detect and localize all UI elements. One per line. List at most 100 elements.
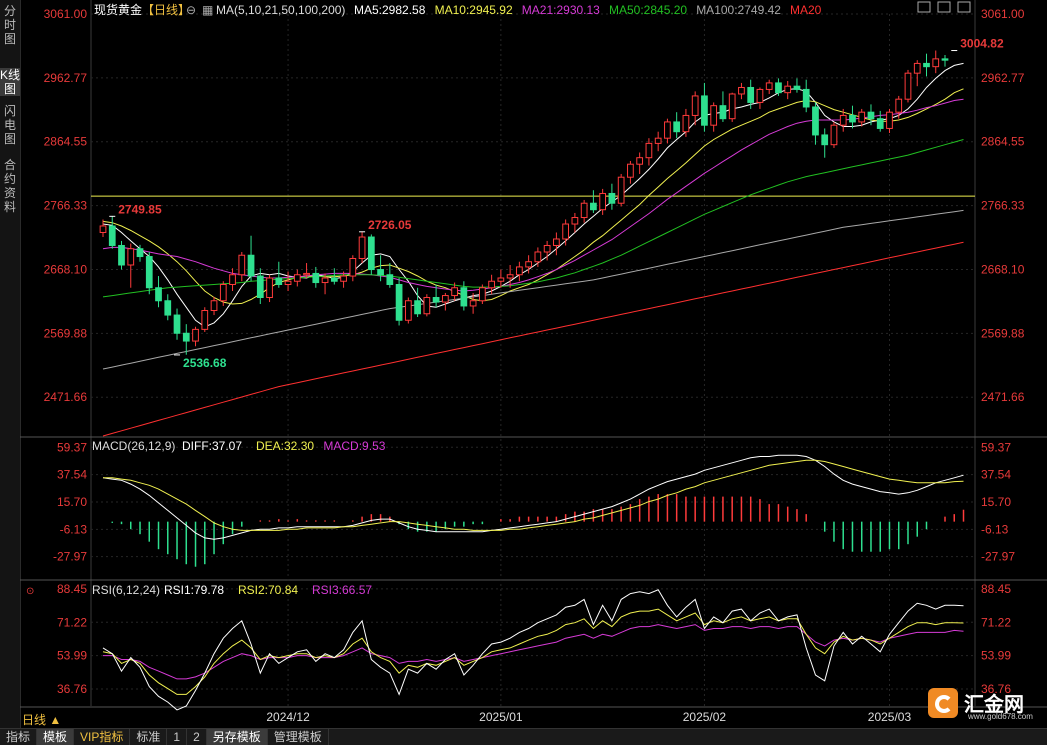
candle-body	[839, 114, 847, 126]
candle-body	[812, 106, 819, 136]
candle-body	[858, 111, 866, 123]
side-tab-3[interactable]: 合约资料	[3, 158, 16, 214]
candle-body	[516, 266, 523, 276]
annotation-label: 2749.85	[118, 202, 162, 216]
candle-body	[580, 202, 588, 219]
rsi-ytick-right: 71.22	[981, 615, 1011, 629]
main-ytick-left: 2569.88	[44, 326, 88, 340]
candle-body	[238, 254, 246, 276]
candle-body	[293, 274, 301, 282]
period-label: 【日线】	[142, 3, 190, 17]
bottom-tab-7[interactable]: 管理模板	[268, 729, 329, 745]
candle-body	[192, 328, 199, 342]
candle-body	[201, 310, 209, 330]
candle-body	[765, 82, 773, 90]
candle-body	[108, 225, 116, 246]
candle-body	[478, 287, 486, 302]
rsi3-line	[103, 624, 964, 680]
ma-value-ma50: MA50:2845.20	[609, 3, 687, 17]
candle-body	[923, 62, 930, 68]
candle-body	[247, 254, 255, 277]
candle-body	[275, 277, 283, 285]
xtick-label: 2024/12	[266, 710, 310, 724]
side-tab-0[interactable]: 分时图	[3, 4, 16, 46]
candle-body	[784, 85, 792, 94]
rsi-value-rsi1: RSI1:79.78	[164, 583, 224, 597]
bottom-tab-2[interactable]: VIP指标	[74, 729, 131, 745]
candle-body	[145, 256, 153, 289]
candle-body	[386, 274, 394, 285]
macd-ytick-left: -27.97	[53, 550, 87, 564]
ma-line-ma100	[102, 209, 964, 370]
candle-body	[127, 248, 135, 266]
candle-body	[488, 280, 495, 289]
candle-body	[497, 277, 505, 282]
rsi-ytick-left: 71.22	[57, 615, 87, 629]
logo-name: 汇金网	[964, 694, 1024, 716]
candle-body	[441, 295, 449, 303]
macd-ytick-left: 15.70	[57, 495, 87, 509]
bottom-tab-5[interactable]: 2	[187, 729, 207, 745]
candle-body	[525, 261, 532, 268]
candle-body	[340, 275, 347, 282]
candle-body	[664, 121, 671, 139]
side-tab-2[interactable]: 闪电图	[3, 104, 16, 146]
bottom-tab-6[interactable]: 另存模板	[206, 729, 268, 745]
macd-ytick-left: 37.54	[57, 468, 87, 482]
maximize-icon	[917, 1, 931, 13]
candle-body	[349, 257, 357, 277]
zoom-icon: ⊖	[186, 3, 196, 17]
candle-body	[210, 300, 218, 312]
candle-body	[414, 300, 421, 315]
candle-body	[266, 277, 273, 299]
candle-body	[590, 202, 597, 211]
candle-body	[654, 137, 662, 144]
macd-ytick-right: 37.54	[981, 468, 1011, 482]
candle-body	[173, 314, 181, 334]
ma-line-ma21	[102, 98, 964, 292]
candle-body	[562, 223, 570, 240]
main-ytick-right: 3061.00	[981, 7, 1025, 21]
main-ytick-right: 2569.88	[981, 326, 1025, 340]
rsi-settings-icon: ⊙	[26, 586, 34, 597]
candle-body	[636, 157, 644, 165]
instrument-title: 现货黄金	[94, 2, 142, 17]
candle-body	[543, 244, 551, 253]
candle-body	[164, 300, 172, 316]
side-tab-1[interactable]: K线图	[0, 68, 21, 96]
rsi-ytick-right: 53.99	[981, 649, 1011, 663]
candle-body	[904, 72, 912, 100]
ma-line-ma5	[102, 62, 964, 328]
candle-body	[136, 248, 144, 258]
candle-body	[553, 238, 560, 246]
main-ytick-right: 2766.33	[981, 199, 1025, 213]
candle-body	[219, 283, 227, 302]
candle-body	[645, 142, 653, 159]
main-ytick-right: 2962.77	[981, 71, 1025, 85]
rsi-indicator-label: RSI(6,12,24)	[92, 583, 160, 597]
candle-body	[691, 95, 699, 116]
candle-body	[793, 85, 801, 90]
timeframe-button[interactable]: 日线 ▲	[22, 713, 62, 727]
macd-ytick-right: 59.37	[981, 440, 1011, 454]
rsi-ytick-right: 36.76	[981, 682, 1011, 696]
candle-body	[886, 111, 893, 129]
macd-ytick-left: 59.37	[57, 440, 87, 454]
candle-body	[506, 274, 514, 279]
main-ytick-right: 2864.55	[981, 135, 1025, 149]
xtick-label: 2025/03	[868, 710, 912, 724]
rsi-ytick-right: 88.45	[981, 582, 1011, 596]
rsi2-line	[102, 608, 964, 695]
candle-body	[404, 300, 412, 321]
bottom-tab-1[interactable]: 模板	[37, 729, 75, 745]
candle-body	[377, 269, 384, 276]
bottom-tab-4[interactable]: 1	[167, 729, 188, 745]
ma-value-ma100: MA100:2749.42	[696, 3, 781, 17]
bottom-tab-0[interactable]: 指标	[0, 729, 38, 745]
macd-ytick-left: -6.13	[60, 522, 88, 536]
macd-value-diff: DIFF:37.07	[182, 439, 242, 453]
candle-body	[571, 217, 579, 225]
bottom-tab-3[interactable]: 标准	[130, 729, 168, 745]
macd-indicator-label: MACD(26,12,9)	[92, 439, 175, 453]
main-ytick-left: 2766.33	[44, 199, 88, 213]
